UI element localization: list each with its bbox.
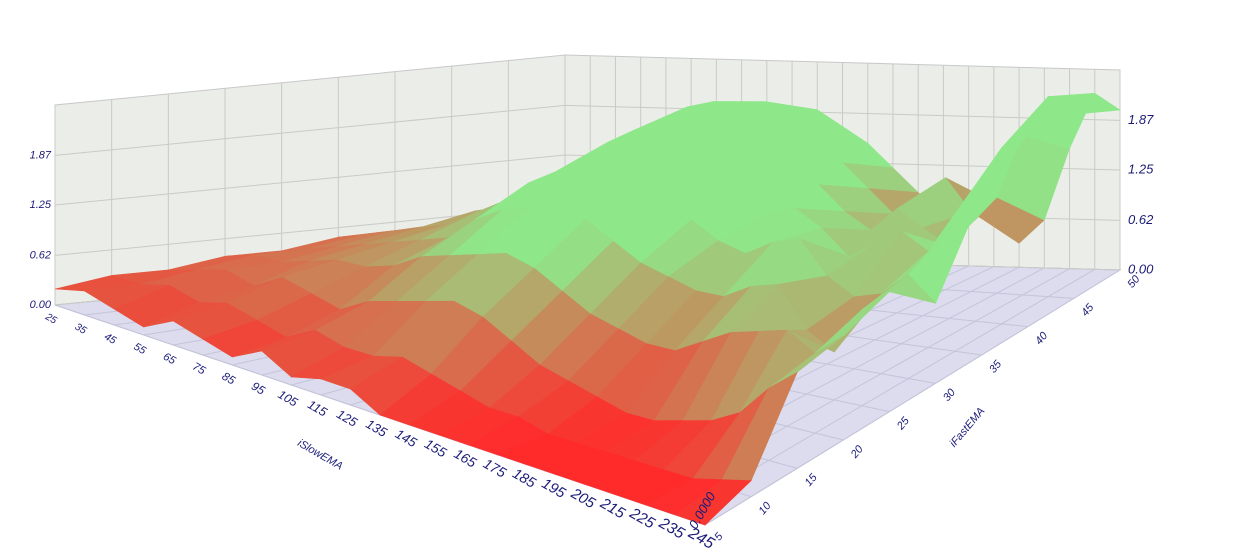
z-tick-label: 1.25 [1128, 161, 1154, 176]
z-tick-label: 0.00 [30, 299, 52, 311]
grid-line [54, 104, 1121, 156]
z-tick-label: 1.25 [30, 199, 52, 211]
x-tick-label: 155 [422, 436, 449, 461]
y-tick-label: 40 [1033, 329, 1051, 347]
surface [54, 92, 1121, 526]
x-axis-title: iSlowEMA [295, 437, 344, 472]
z-tick-label: 1.87 [30, 149, 52, 161]
x-tick-label: 105 [275, 387, 300, 409]
z-tick-label: 0.62 [30, 249, 51, 261]
x-tick-label: 245 [684, 524, 717, 553]
x-tick-label: 175 [481, 455, 509, 481]
x-tick-label: 215 [597, 494, 629, 522]
surface-patch [674, 479, 752, 526]
y-tick-label: 10 [757, 499, 775, 517]
x-tick-label: 235 [655, 514, 687, 542]
y-axis-title: iFastEMA [948, 405, 988, 449]
x-tick-label: 55 [132, 341, 149, 358]
y-tick-label: 25 [894, 414, 912, 433]
x-tick-label: 225 [626, 504, 658, 532]
x-tick-label: 115 [305, 397, 329, 419]
y-tick-label: 20 [848, 443, 866, 462]
x-tick-label: 125 [334, 406, 361, 430]
y-tick-label: 45 [1079, 301, 1097, 319]
grid-line [54, 154, 1121, 206]
y-tick-label: 30 [941, 386, 959, 404]
x-tick-label: 145 [393, 426, 420, 450]
y-tick-label: 15 [803, 471, 821, 489]
x-tick-label: 135 [363, 416, 390, 440]
z-tick-label: 0.62 [1128, 212, 1154, 227]
x-tick-label: 95 [249, 379, 268, 398]
x-tick-label: 185 [509, 466, 539, 492]
x-tick-label: 25 [42, 311, 58, 327]
x-tick-label: 195 [539, 476, 569, 502]
x-tick-label: 85 [220, 370, 238, 388]
grid-line [704, 269, 1121, 526]
x-tick-label: 165 [451, 445, 479, 471]
z-tick-label: 0.00 [1128, 261, 1154, 276]
y-tick-label: 35 [987, 358, 1005, 376]
x-tick-label: 75 [190, 361, 208, 378]
x-tick-label: 35 [73, 322, 89, 337]
x-tick-label: 65 [161, 351, 178, 368]
x-tick-label: 45 [102, 331, 118, 347]
x-tick-label: 205 [567, 485, 598, 512]
z-tick-label: 1.87 [1128, 112, 1154, 127]
